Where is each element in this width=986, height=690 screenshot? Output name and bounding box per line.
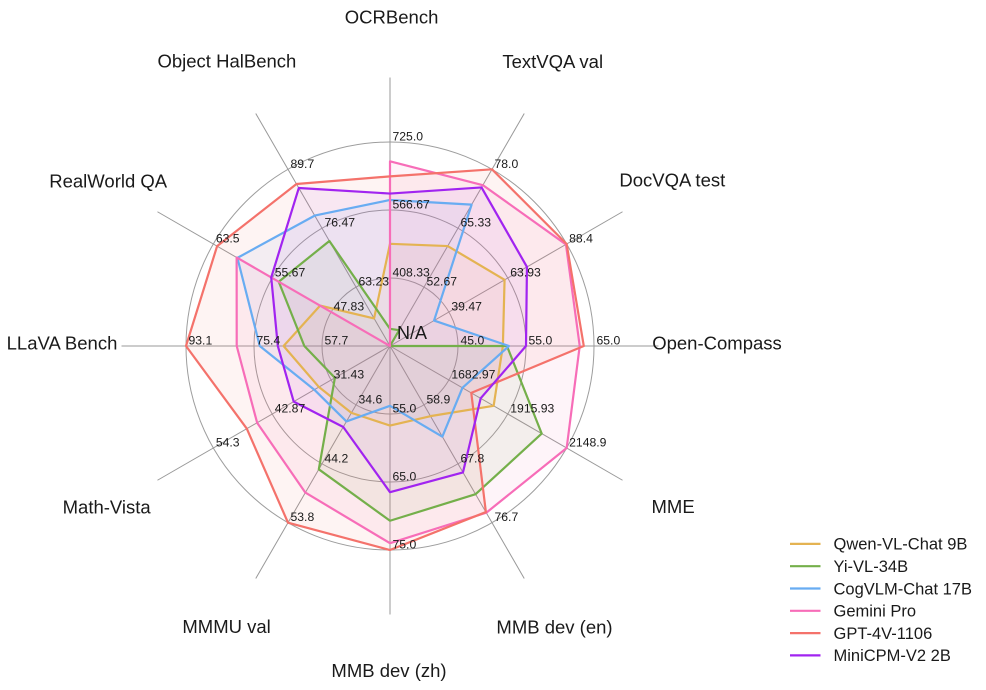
svg-text:53.8: 53.8 <box>291 510 315 524</box>
svg-text:52.67: 52.67 <box>427 275 458 289</box>
svg-text:75.0: 75.0 <box>393 538 417 552</box>
svg-text:55.0: 55.0 <box>529 334 553 348</box>
svg-text:MMB dev (zh): MMB dev (zh) <box>331 660 446 681</box>
svg-text:34.6: 34.6 <box>359 392 383 406</box>
svg-text:CogVLM-Chat 17B: CogVLM-Chat 17B <box>834 580 973 598</box>
svg-text:725.0: 725.0 <box>393 130 424 144</box>
svg-text:54.3: 54.3 <box>216 436 240 450</box>
svg-text:MMMU val: MMMU val <box>182 616 270 637</box>
svg-text:566.67: 566.67 <box>393 198 430 212</box>
svg-text:MiniCPM-V2 2B: MiniCPM-V2 2B <box>834 647 951 665</box>
svg-text:MME: MME <box>652 496 695 517</box>
svg-text:63.93: 63.93 <box>510 266 541 280</box>
svg-text:78.0: 78.0 <box>495 157 519 171</box>
svg-text:OCRBench: OCRBench <box>345 7 439 28</box>
svg-text:DocVQA test: DocVQA test <box>619 170 725 191</box>
svg-text:TextVQA val: TextVQA val <box>502 51 603 72</box>
svg-text:55.67: 55.67 <box>275 266 306 280</box>
svg-text:57.7: 57.7 <box>325 334 349 348</box>
svg-text:88.4: 88.4 <box>569 232 593 246</box>
svg-text:2148.9: 2148.9 <box>569 436 606 450</box>
svg-text:89.7: 89.7 <box>291 157 315 171</box>
svg-text:76.7: 76.7 <box>495 510 519 524</box>
svg-text:Open-Compass: Open-Compass <box>652 332 782 353</box>
svg-text:RealWorld QA: RealWorld QA <box>49 170 168 191</box>
svg-text:Yi-VL-34B: Yi-VL-34B <box>834 558 909 576</box>
svg-text:63.23: 63.23 <box>359 275 390 289</box>
svg-text:42.87: 42.87 <box>275 402 306 416</box>
svg-text:65.33: 65.33 <box>461 216 492 230</box>
svg-text:1915.93: 1915.93 <box>510 402 554 416</box>
svg-text:Qwen-VL-Chat 9B: Qwen-VL-Chat 9B <box>834 536 968 554</box>
svg-text:75.4: 75.4 <box>257 334 281 348</box>
svg-text:47.83: 47.83 <box>334 300 365 314</box>
svg-text:65.0: 65.0 <box>393 470 417 484</box>
svg-text:Gemini Pro: Gemini Pro <box>834 603 917 621</box>
svg-text:LLaVA Bench: LLaVA Bench <box>7 332 118 353</box>
svg-text:MMB dev (en): MMB dev (en) <box>496 616 612 637</box>
svg-text:76.47: 76.47 <box>325 216 356 230</box>
svg-text:93.1: 93.1 <box>189 334 213 348</box>
svg-text:55.0: 55.0 <box>393 402 417 416</box>
svg-text:Math-Vista: Math-Vista <box>63 497 152 518</box>
svg-text:31.43: 31.43 <box>334 368 365 382</box>
svg-text:58.9: 58.9 <box>427 392 451 406</box>
svg-text:408.33: 408.33 <box>393 266 430 280</box>
svg-text:39.47: 39.47 <box>451 300 482 314</box>
svg-text:Object HalBench: Object HalBench <box>157 50 296 71</box>
svg-text:1682.97: 1682.97 <box>451 368 495 382</box>
svg-text:GPT-4V-1106: GPT-4V-1106 <box>834 625 933 643</box>
svg-text:65.0: 65.0 <box>597 334 621 348</box>
svg-text:45.0: 45.0 <box>461 334 485 348</box>
svg-text:N/A: N/A <box>397 323 427 343</box>
svg-text:44.2: 44.2 <box>325 451 349 465</box>
svg-text:63.5: 63.5 <box>216 232 240 246</box>
svg-text:67.8: 67.8 <box>461 451 485 465</box>
